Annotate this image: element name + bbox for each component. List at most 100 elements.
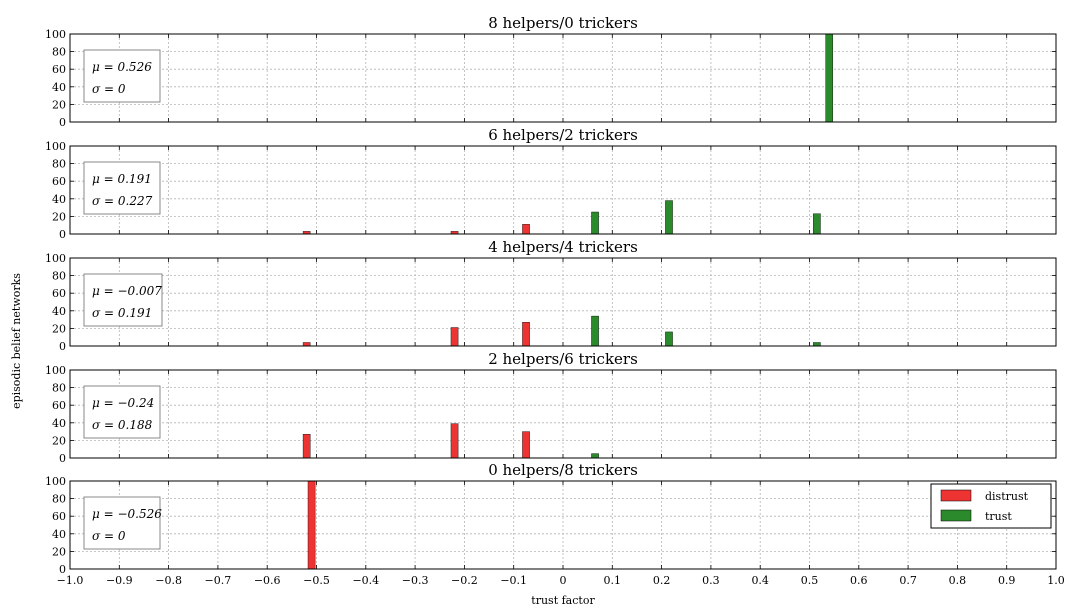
y-tick-label: 100 bbox=[45, 475, 66, 488]
x-tick-label: 0.4 bbox=[751, 574, 769, 587]
y-tick-label: 0 bbox=[59, 116, 66, 129]
x-tick-label: 0 bbox=[560, 574, 567, 587]
stat-sigma: σ = 0.188 bbox=[92, 418, 153, 432]
bar-distrust bbox=[302, 342, 311, 347]
x-tick-label: 0.7 bbox=[899, 574, 917, 587]
bar-distrust bbox=[522, 431, 530, 459]
legend-swatch-distrust bbox=[940, 489, 972, 502]
bar-trust bbox=[813, 213, 821, 235]
y-tick-label: 20 bbox=[52, 434, 66, 447]
stat-sigma: σ = 0.227 bbox=[92, 194, 153, 208]
x-tick-label: 0.9 bbox=[998, 574, 1016, 587]
panel-4: 0 20 40 60 80 100 0 helpers/8 trickers μ = −0.5… bbox=[45, 461, 1057, 576]
bar-trust bbox=[591, 211, 599, 235]
x-tick-label: 0.2 bbox=[653, 574, 671, 587]
panel-1: 0 20 40 60 80 100 6 helpers/2 trickers μ = 0.19… bbox=[45, 126, 1057, 241]
stat-mu: μ = −0.24 bbox=[92, 396, 154, 410]
y-tick-label: 0 bbox=[59, 228, 66, 241]
y-tick-label: 0 bbox=[59, 452, 66, 465]
stats-box bbox=[83, 496, 161, 550]
y-tick-label: 60 bbox=[52, 175, 66, 188]
y-axis-label: episodic belief networks bbox=[10, 273, 23, 409]
y-tick-label: 60 bbox=[52, 63, 66, 76]
x-tick-label: 1.0 bbox=[1047, 574, 1065, 587]
stat-mu: μ = −0.526 bbox=[92, 507, 162, 521]
legend-label-distrust: distrust bbox=[985, 490, 1029, 503]
panel-title: 4 helpers/4 trickers bbox=[488, 238, 638, 256]
y-tick-label: 20 bbox=[52, 210, 66, 223]
stats-box bbox=[83, 161, 161, 215]
panel-2: 0 20 40 60 80 100 4 helpers/4 trickers μ = −0.0… bbox=[45, 238, 1057, 353]
x-tick-label: 0.5 bbox=[801, 574, 819, 587]
y-tick-label: 0 bbox=[59, 563, 66, 576]
y-tick-label: 40 bbox=[52, 305, 66, 318]
bar-trust bbox=[591, 453, 599, 459]
x-tick-label: −0.1 bbox=[500, 574, 527, 587]
stat-sigma: σ = 0 bbox=[92, 529, 126, 543]
x-axis-label: trust factor bbox=[531, 594, 595, 607]
x-tick-label: −0.4 bbox=[352, 574, 379, 587]
x-tick-label: −0.2 bbox=[451, 574, 478, 587]
panel-3: 0 20 40 60 80 100 2 helpers/6 trickers μ = −0.2… bbox=[45, 350, 1057, 465]
x-tick-label: −0.5 bbox=[303, 574, 330, 587]
y-tick-label: 40 bbox=[52, 417, 66, 430]
y-tick-label: 60 bbox=[52, 399, 66, 412]
panel-title: 8 helpers/0 trickers bbox=[488, 14, 638, 32]
y-tick-label: 100 bbox=[45, 252, 66, 265]
y-tick-label: 80 bbox=[52, 46, 66, 59]
bar-distrust bbox=[450, 423, 459, 459]
y-tick-label: 80 bbox=[52, 270, 66, 283]
x-tick-label: −0.9 bbox=[106, 574, 133, 587]
x-tick-label: 0.3 bbox=[702, 574, 720, 587]
y-tick-label: 20 bbox=[52, 322, 66, 335]
y-tick-label: 60 bbox=[52, 510, 66, 523]
x-tick-label: 0.6 bbox=[850, 574, 868, 587]
panel-title: 6 helpers/2 trickers bbox=[488, 126, 638, 144]
stat-mu: μ = 0.526 bbox=[92, 60, 152, 74]
y-tick-label: 0 bbox=[59, 340, 66, 353]
stats-box bbox=[83, 49, 161, 103]
stat-sigma: σ = 0.191 bbox=[92, 306, 152, 320]
bar-trust bbox=[591, 315, 599, 347]
stats-box bbox=[83, 273, 163, 327]
y-tick-label: 80 bbox=[52, 493, 66, 506]
legend-swatch-trust bbox=[940, 509, 972, 522]
panel-0: 0 20 40 60 80 100 8 helpers/0 trickers μ = 0.52… bbox=[45, 14, 1057, 129]
x-tick-label: −0.6 bbox=[254, 574, 281, 587]
x-tick-label: −0.8 bbox=[155, 574, 182, 587]
x-tick-label: −0.3 bbox=[402, 574, 429, 587]
bar-trust bbox=[825, 33, 834, 123]
y-tick-label: 40 bbox=[52, 193, 66, 206]
y-tick-label: 20 bbox=[52, 98, 66, 111]
bar-distrust bbox=[522, 224, 530, 235]
y-tick-label: 100 bbox=[45, 364, 66, 377]
panel-title: 0 helpers/8 trickers bbox=[488, 461, 638, 479]
stat-mu: μ = −0.007 bbox=[92, 284, 162, 298]
y-tick-label: 80 bbox=[52, 158, 66, 171]
y-tick-label: 60 bbox=[52, 287, 66, 300]
legend-label-trust: trust bbox=[985, 510, 1012, 523]
bar-trust bbox=[813, 342, 821, 347]
y-tick-label: 40 bbox=[52, 528, 66, 541]
y-tick-label: 100 bbox=[45, 28, 66, 41]
x-tick-label: −0.7 bbox=[205, 574, 232, 587]
y-tick-label: 80 bbox=[52, 382, 66, 395]
y-tick-label: 40 bbox=[52, 81, 66, 94]
y-tick-label: 100 bbox=[45, 140, 66, 153]
stat-mu: μ = 0.191 bbox=[92, 172, 152, 186]
x-tick-label: 0.1 bbox=[604, 574, 622, 587]
bar-distrust bbox=[450, 327, 459, 347]
bar-distrust bbox=[307, 480, 316, 570]
stats-box bbox=[83, 385, 161, 439]
stat-sigma: σ = 0 bbox=[92, 82, 126, 96]
bar-trust bbox=[665, 331, 673, 347]
y-tick-label: 20 bbox=[52, 545, 66, 558]
x-tick-label: −1.0 bbox=[57, 574, 84, 587]
bar-trust bbox=[665, 200, 673, 235]
legend: distrust trust bbox=[930, 483, 1052, 529]
bar-distrust bbox=[522, 322, 530, 347]
panel-title: 2 helpers/6 trickers bbox=[488, 350, 638, 368]
bar-distrust bbox=[302, 434, 311, 459]
